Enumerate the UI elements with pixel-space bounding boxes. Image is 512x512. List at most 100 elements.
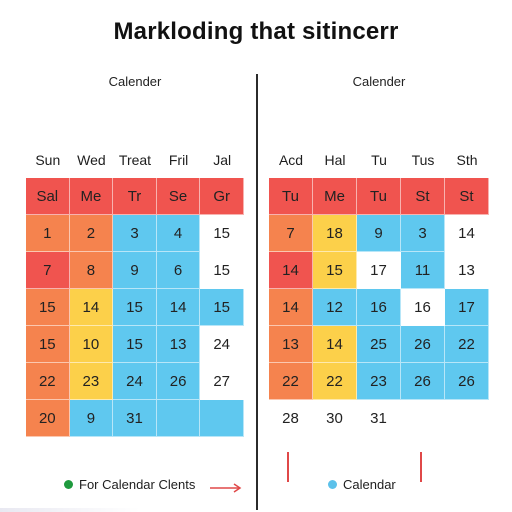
left-calendar-cell[interactable]: 15 bbox=[200, 252, 244, 289]
left-calendar-cell[interactable]: 7 bbox=[26, 252, 70, 289]
green-dot-icon bbox=[64, 480, 73, 489]
left-calendar-panel: Calender Sun Wed Treat Fril Jal Sal Me Tr S… bbox=[26, 0, 244, 512]
right-day-header-row: Acd Hal Tu Tus Sth bbox=[269, 152, 489, 168]
footer-strip bbox=[0, 508, 140, 512]
right-calendar-cell[interactable]: 30 bbox=[313, 400, 357, 437]
left-calendar-cell[interactable]: 14 bbox=[69, 289, 114, 326]
right-calendar-cell[interactable]: Tu bbox=[269, 178, 313, 215]
left-calendar-grid: Sal Me Tr Se Gr 1 2 3 4 15 7 8 9 6 15 15 14 15 14 15 15 10 15 1… bbox=[26, 178, 244, 437]
right-calendar-cell[interactable]: 25 bbox=[357, 326, 401, 363]
left-calendar-cell[interactable]: 24 bbox=[200, 326, 244, 363]
left-calendar-cell[interactable]: 24 bbox=[113, 363, 157, 400]
right-calendar-cell[interactable]: St bbox=[401, 178, 445, 215]
right-calendar-cell[interactable]: Me bbox=[313, 178, 357, 215]
left-calendar-cell[interactable]: 14 bbox=[156, 289, 201, 326]
left-calendar-cell[interactable]: 23 bbox=[69, 363, 114, 400]
left-calendar-cell[interactable]: 13 bbox=[156, 326, 201, 363]
right-day-header: Tu bbox=[371, 152, 387, 168]
right-calendar-cell[interactable]: 23 bbox=[357, 363, 401, 400]
left-calendar-cell[interactable]: 8 bbox=[69, 252, 114, 289]
left-calendar-cell[interactable]: 9 bbox=[69, 400, 114, 437]
right-calendar-cell[interactable]: 26 bbox=[401, 326, 445, 363]
left-calendar-cell[interactable]: 15 bbox=[26, 289, 70, 326]
right-calendar-cell[interactable]: 28 bbox=[269, 400, 313, 437]
left-calendar-cell[interactable]: 15 bbox=[26, 326, 70, 363]
left-calendar-cell[interactable]: 10 bbox=[69, 326, 114, 363]
left-calendar-cell[interactable]: Tr bbox=[113, 178, 157, 215]
right-calendar-cell[interactable]: 15 bbox=[313, 252, 357, 289]
right-calendar-cell[interactable]: 16 bbox=[357, 289, 401, 326]
left-calendar-cell[interactable]: 15 bbox=[113, 289, 157, 326]
left-calendar-cell[interactable]: 20 bbox=[26, 400, 70, 437]
right-calendar-cell[interactable]: 31 bbox=[357, 400, 401, 437]
right-calendar-cell[interactable]: 22 bbox=[269, 363, 313, 400]
right-calendar-cell[interactable]: St bbox=[445, 178, 489, 215]
left-calendar-cell[interactable]: Gr bbox=[200, 178, 244, 215]
right-calendar-cell[interactable]: 12 bbox=[313, 289, 357, 326]
right-calendar-cell[interactable]: 9 bbox=[357, 215, 401, 252]
right-calendar-cell[interactable]: Tu bbox=[357, 178, 401, 215]
right-calendar-cell[interactable]: 11 bbox=[401, 252, 445, 289]
right-tick-mark-left bbox=[287, 452, 289, 482]
right-tick-mark-right bbox=[420, 452, 422, 482]
right-calendar-cell[interactable]: 3 bbox=[401, 215, 445, 252]
left-calendar-cell[interactable]: 4 bbox=[156, 215, 201, 252]
right-calendar-panel: Calender Acd Hal Tu Tus Sth Tu Me Tu St St 7 1… bbox=[269, 0, 489, 512]
right-calendar-cell[interactable]: 14 bbox=[313, 326, 357, 363]
left-day-header: Jal bbox=[213, 152, 232, 168]
left-calendar-cell[interactable]: Me bbox=[69, 178, 114, 215]
page-title: Markloding that sitincerr bbox=[113, 18, 399, 45]
right-calendar-cell[interactable] bbox=[445, 400, 489, 437]
right-day-header: Acd bbox=[278, 152, 304, 168]
panel-divider bbox=[256, 74, 258, 510]
left-calendar-cell[interactable]: 15 bbox=[113, 326, 157, 363]
left-calendar-title: Calender bbox=[108, 74, 162, 89]
right-calendar-cell[interactable]: 22 bbox=[313, 363, 357, 400]
left-calendar-cell[interactable]: 2 bbox=[69, 215, 114, 252]
blue-dot-icon bbox=[328, 480, 337, 489]
right-calendar-cell[interactable]: 26 bbox=[445, 363, 489, 400]
right-calendar-grid: Tu Me Tu St St 7 18 9 3 14 14 15 17 11 13 14 12 16 16 17 13 1… bbox=[269, 178, 489, 437]
right-calendar-title: Calender bbox=[352, 74, 406, 89]
left-calendar-cell[interactable]: 26 bbox=[156, 363, 201, 400]
left-calendar-cell[interactable]: 31 bbox=[113, 400, 157, 437]
right-legend-label: Calendar bbox=[343, 477, 396, 492]
right-calendar-cell[interactable]: 13 bbox=[269, 326, 313, 363]
right-calendar-cell[interactable]: 26 bbox=[401, 363, 445, 400]
left-calendar-cell[interactable]: 15 bbox=[200, 289, 244, 326]
arrow-right-icon bbox=[210, 483, 242, 493]
right-calendar-cell[interactable]: 13 bbox=[445, 252, 489, 289]
right-day-header: Sth bbox=[456, 152, 478, 168]
left-calendar-cell[interactable]: 15 bbox=[200, 215, 244, 252]
right-calendar-cell[interactable]: 7 bbox=[269, 215, 313, 252]
right-calendar-cell[interactable]: 14 bbox=[269, 289, 313, 326]
right-calendar-cell[interactable] bbox=[401, 400, 445, 437]
right-calendar-cell[interactable]: 14 bbox=[269, 252, 313, 289]
right-calendar-cell[interactable]: 16 bbox=[401, 289, 445, 326]
left-calendar-cell[interactable]: Se bbox=[156, 178, 201, 215]
right-day-header: Tus bbox=[411, 152, 435, 168]
left-calendar-cell[interactable]: 6 bbox=[156, 252, 201, 289]
left-calendar-cell[interactable]: 9 bbox=[113, 252, 157, 289]
left-legend-label: For Calendar Clents bbox=[79, 477, 196, 492]
left-calendar-cell[interactable]: Sal bbox=[26, 178, 70, 215]
right-calendar-cell[interactable]: 22 bbox=[445, 326, 489, 363]
left-calendar-cell[interactable] bbox=[156, 400, 201, 437]
left-calendar-cell[interactable]: 1 bbox=[26, 215, 70, 252]
right-calendar-cell[interactable]: 17 bbox=[445, 289, 489, 326]
right-legend[interactable]: Calendar bbox=[328, 477, 396, 492]
right-calendar-cell[interactable]: 18 bbox=[313, 215, 357, 252]
left-legend[interactable]: For Calendar Clents bbox=[64, 477, 195, 492]
left-calendar-cell[interactable]: 27 bbox=[200, 363, 244, 400]
left-calendar-cell[interactable] bbox=[200, 400, 244, 437]
left-day-header-row: Sun Wed Treat Fril Jal bbox=[26, 152, 244, 168]
left-day-header: Fril bbox=[168, 152, 189, 168]
left-day-header: Treat bbox=[118, 152, 152, 168]
right-calendar-cell[interactable]: 14 bbox=[445, 215, 489, 252]
right-day-header: Hal bbox=[324, 152, 346, 168]
left-calendar-cell[interactable]: 22 bbox=[26, 363, 70, 400]
right-calendar-cell[interactable]: 17 bbox=[357, 252, 401, 289]
left-day-header: Wed bbox=[77, 152, 106, 168]
left-calendar-cell[interactable]: 3 bbox=[113, 215, 157, 252]
